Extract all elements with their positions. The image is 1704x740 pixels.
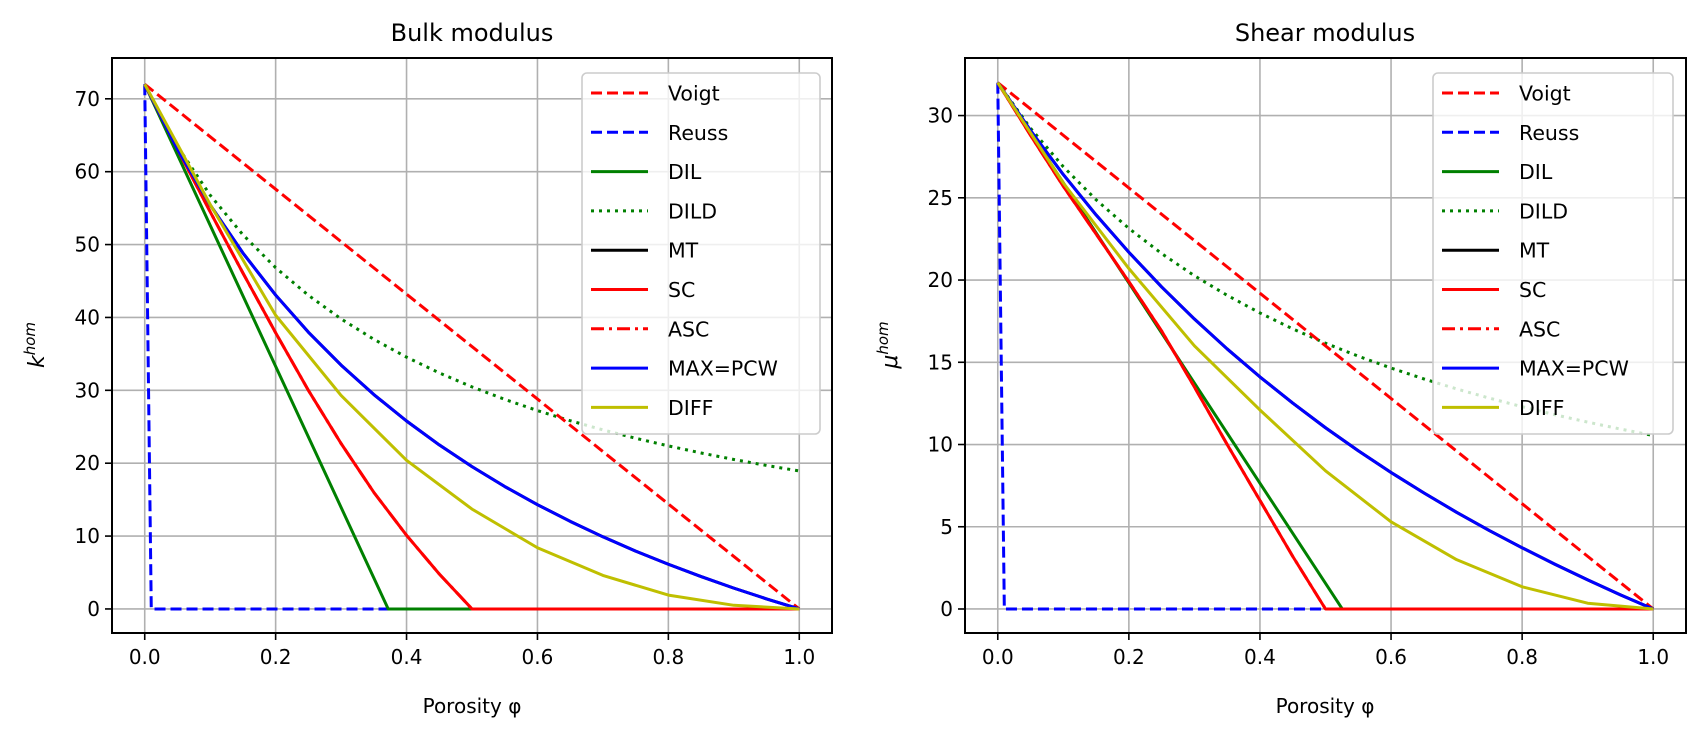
legend-label: DILD: [1519, 199, 1568, 223]
y-tick-label: 10: [75, 524, 100, 548]
legend-item-reuss: Reuss: [591, 121, 728, 145]
y-tick-label: 10: [928, 433, 953, 457]
chart-title: Bulk modulus: [391, 19, 554, 47]
legend-item-dild: DILD: [591, 199, 717, 223]
y-tick-label: 20: [928, 268, 953, 292]
series-line-dild: [996, 81, 1654, 437]
legend-label: MAX=PCW: [1519, 357, 1629, 381]
legend-item-dil: DIL: [591, 160, 702, 184]
legend-item-diff: DIFF: [591, 396, 713, 420]
legend-label: DIFF: [668, 396, 713, 420]
y-tick-label: 5: [940, 515, 953, 539]
x-tick-label: 0.8: [1506, 645, 1538, 669]
legend-label: SC: [668, 278, 695, 302]
x-tick-label: 0.2: [260, 645, 292, 669]
x-tick-label: 0.0: [982, 645, 1014, 669]
series-lines: [996, 81, 1655, 611]
grid: [965, 58, 1686, 633]
legend-label: DIL: [668, 160, 702, 184]
legend-item-diff: DIFF: [1442, 396, 1564, 420]
series-line-max-pcw: [996, 81, 1654, 611]
x-tick-label: 0.0: [129, 645, 161, 669]
x-axis-label: Porosity φ: [1276, 694, 1375, 718]
x-tick-label: 0.4: [391, 645, 423, 669]
x-tick-label: 1.0: [1637, 645, 1669, 669]
y-axis-label-superscript: hom: [874, 321, 892, 354]
legend-label: MAX=PCW: [668, 357, 778, 381]
legend-label: Reuss: [1519, 121, 1579, 145]
legend-label: DILD: [668, 199, 717, 223]
legend-item-voigt: Voigt: [591, 82, 720, 106]
series-lines: [143, 83, 801, 611]
y-axis-label-superscript: hom: [21, 322, 39, 355]
x-tick-label: 0.4: [1244, 645, 1276, 669]
y-tick-label: 25: [928, 186, 953, 210]
legend-label: MT: [1519, 239, 1550, 263]
chart-title: Shear modulus: [1235, 19, 1415, 47]
legend-item-voigt: Voigt: [1442, 82, 1571, 106]
y-tick-label: 0: [87, 597, 100, 621]
x-tick-label: 1.0: [783, 645, 815, 669]
legend-item-mt: MT: [591, 239, 699, 263]
series-line-diff: [996, 81, 1654, 611]
series-line-voigt: [143, 83, 801, 611]
legend-item-mt: MT: [1442, 239, 1550, 263]
y-tick-label: 20: [75, 451, 100, 475]
legend-box: [581, 72, 821, 435]
legend-label: Reuss: [668, 121, 728, 145]
x-tick-label: 0.2: [1113, 645, 1145, 669]
axes-frame: [111, 57, 833, 634]
series-line-diff: [143, 83, 800, 611]
legend-label: Voigt: [1519, 82, 1571, 106]
x-tick-label: 0.8: [652, 645, 684, 669]
legend-box: [1432, 72, 1674, 435]
legend-item-reuss: Reuss: [1442, 121, 1579, 145]
y-tick-label: 0: [940, 597, 953, 621]
y-tick-label: 60: [75, 160, 100, 184]
legend-label: MT: [668, 239, 699, 263]
legend-item-dild: DILD: [1442, 199, 1568, 223]
legend-item-sc: SC: [1442, 278, 1546, 302]
y-tick-label: 15: [928, 350, 953, 374]
x-tick-label: 0.6: [1375, 645, 1407, 669]
y-tick-label: 70: [75, 87, 100, 111]
legend-label: DIL: [1519, 160, 1553, 184]
legend-label: ASC: [668, 317, 709, 341]
y-tick-label: 30: [75, 378, 100, 402]
y-axis-label: μhom: [874, 321, 903, 369]
legend-item-asc: ASC: [1442, 317, 1560, 341]
x-axis-label: Porosity φ: [423, 694, 522, 718]
y-axis-label-base: k: [25, 354, 50, 368]
legend-item-max-pcw: MAX=PCW: [591, 357, 778, 381]
legend-item-sc: SC: [591, 278, 695, 302]
ticks: 0.0 0.2 0.4 0.6 0.8 1.0 0 10 20 30 40 50 60 70: [75, 87, 816, 669]
legend-label: ASC: [1519, 317, 1560, 341]
legend-label: SC: [1519, 278, 1546, 302]
y-axis-label: khom: [21, 322, 50, 368]
y-tick-label: 50: [75, 233, 100, 257]
x-tick-label: 0.6: [522, 645, 554, 669]
series-line-dild: [143, 83, 800, 473]
legend-item-dil: DIL: [1442, 160, 1553, 184]
ticks: 0.0 0.2 0.4 0.6 0.8 1.0 0 5 10 15 20 25 30: [928, 104, 1670, 669]
legend: Voigt Reuss DIL DILD MT SC ASC MAX=PCW DIFF: [1432, 72, 1674, 435]
legend-item-max-pcw: MAX=PCW: [1442, 357, 1629, 381]
legend: Voigt Reuss DIL DILD MT SC ASC MAX=PCW DIFF: [581, 72, 821, 435]
legend-label: DIFF: [1519, 396, 1564, 420]
y-tick-label: 40: [75, 305, 100, 329]
series-line-sc: [143, 83, 800, 611]
y-tick-label: 30: [928, 104, 953, 128]
bulk-modulus-chart: Bulk modulus Porosity φ khom 0.0 0.2 0.4 0.…: [21, 19, 833, 718]
legend-item-asc: ASC: [591, 317, 709, 341]
shear-modulus-chart: Shear modulus Porosity φ μhom 0.0 0.2 0.4 0…: [874, 19, 1687, 718]
y-axis-label-base: μ: [878, 355, 903, 370]
axes-frame: [964, 57, 1687, 634]
series-line-max-pcw: [143, 83, 800, 611]
legend-label: Voigt: [668, 82, 720, 106]
series-line-sc: [996, 81, 1654, 611]
series-line-voigt: [996, 81, 1655, 611]
